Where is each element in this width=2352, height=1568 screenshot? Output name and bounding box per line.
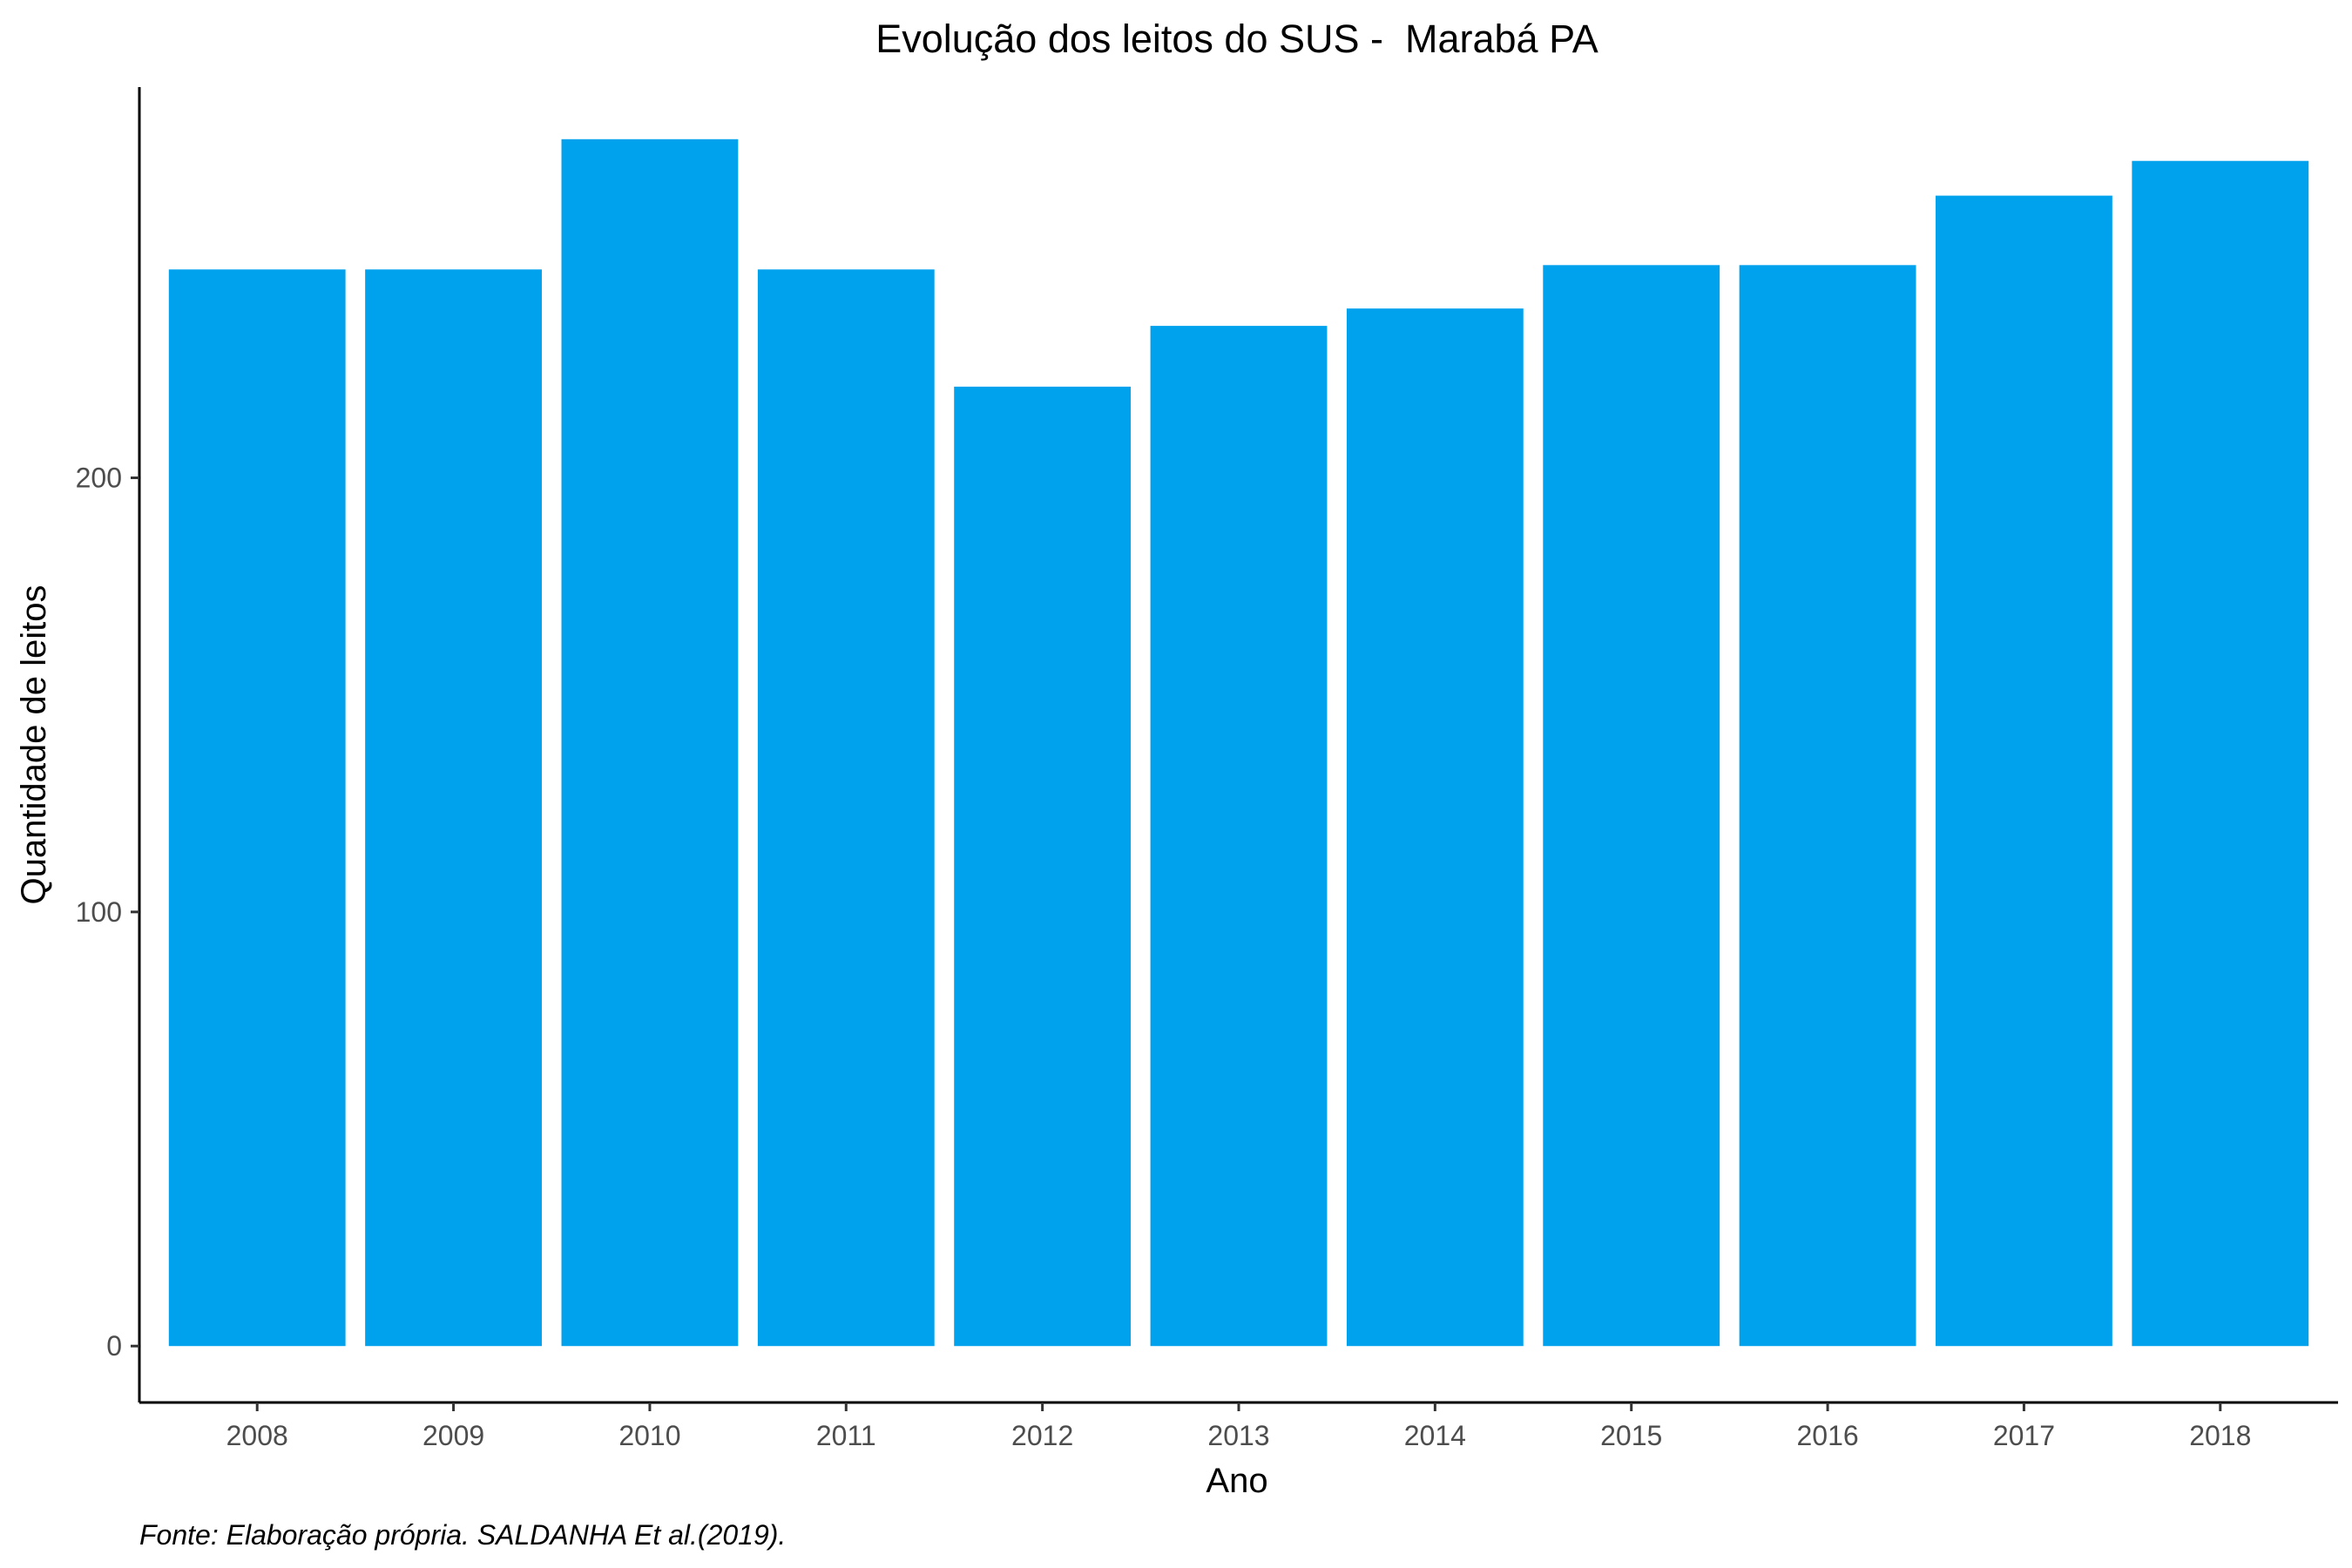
x-axis-title: Ano — [1206, 1462, 1267, 1500]
y-tick-label-0: 0 — [106, 1330, 122, 1362]
y-tick-label-200: 200 — [76, 463, 122, 494]
bar-2008 — [168, 269, 346, 1347]
bar-2015 — [1543, 265, 1720, 1347]
x-tick-label-2016: 2016 — [1796, 1420, 1858, 1451]
bar-2012 — [954, 386, 1132, 1347]
x-tick-label-2018: 2018 — [2189, 1420, 2251, 1451]
bar-2014 — [1346, 308, 1524, 1347]
chart-title: Evolução dos leitos do SUS - Marabá PA — [875, 17, 1598, 61]
y-tick-label-100: 100 — [76, 896, 122, 928]
x-tick-label-2009: 2009 — [422, 1420, 484, 1451]
bar-2010 — [561, 139, 739, 1347]
bar-2016 — [1739, 265, 1916, 1347]
bar-2013 — [1150, 326, 1328, 1347]
bars-group — [168, 139, 2309, 1347]
x-tick-label-2010: 2010 — [618, 1420, 680, 1451]
x-tick-label-2015: 2015 — [1600, 1420, 1662, 1451]
y-ticks-group: 0 100 200 — [76, 463, 139, 1362]
x-tick-label-2011: 2011 — [816, 1420, 876, 1451]
bar-2009 — [365, 269, 542, 1347]
x-tick-label-2013: 2013 — [1207, 1420, 1269, 1451]
bar-2018 — [2132, 160, 2309, 1347]
x-ticks-group: 2008 2009 2010 2011 2012 2013 2014 2015 2016 2017… — [226, 1402, 2251, 1451]
x-tick-label-2017: 2017 — [1993, 1420, 2055, 1451]
bar-2017 — [1936, 195, 2112, 1347]
x-tick-label-2014: 2014 — [1404, 1420, 1466, 1451]
x-tick-label-2008: 2008 — [226, 1420, 288, 1451]
y-axis-title: Quantidade de leitos — [15, 585, 53, 905]
bar-2011 — [757, 269, 935, 1347]
x-tick-label-2012: 2012 — [1011, 1420, 1073, 1451]
source-caption: Fonte: Elaboração própria. SALDANHA Et a… — [139, 1519, 786, 1551]
